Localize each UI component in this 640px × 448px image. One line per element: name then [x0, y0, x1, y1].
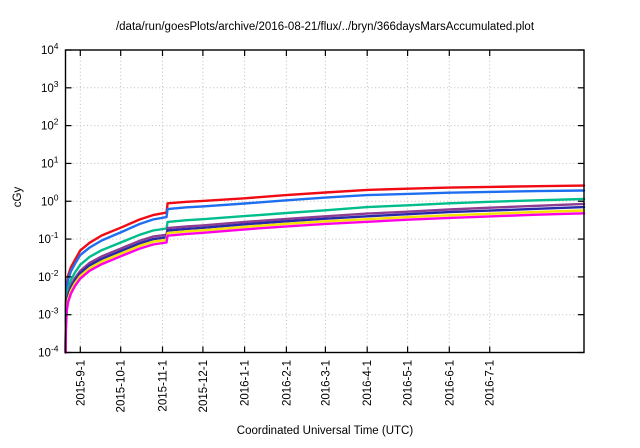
series-purple — [64, 202, 586, 354]
x-tick-label: 2016-5-1 — [403, 360, 415, 406]
x-tick-label: 2015-9-1 — [75, 360, 87, 406]
series-blue — [64, 189, 586, 354]
x-tick-label: 2016-2-1 — [281, 360, 293, 406]
x-tick-label: 2016-6-1 — [444, 360, 456, 406]
series-navy — [64, 205, 586, 354]
x-tick-label: 2015-10-1 — [116, 360, 128, 412]
y-tick-label: 10-4 — [38, 344, 59, 360]
x-tick-label: 2015-11-1 — [158, 360, 170, 412]
series-magenta — [64, 212, 586, 354]
y-tick-label: 101 — [41, 154, 59, 170]
series-yellow — [64, 209, 586, 354]
x-tick-label: 2016-1-1 — [240, 360, 252, 406]
y-tick-label: 10-1 — [38, 230, 59, 246]
x-tick-label: 2016-7-1 — [485, 360, 497, 406]
y-tick-label: 100 — [41, 192, 59, 208]
y-tick-label: 10-3 — [38, 306, 59, 322]
y-tick-label: 103 — [41, 79, 59, 95]
plot-title: /data/run/goesPlots/archive/2016-08-21/f… — [115, 21, 535, 33]
y-tick-label: 10-2 — [38, 268, 59, 284]
y-axis-label: cGy — [12, 186, 24, 208]
x-tick-label: 2015-12-1 — [198, 360, 210, 412]
x-axis-label: Coordinated Universal Time (UTC) — [236, 425, 414, 437]
y-tick-label: 104 — [41, 41, 59, 57]
x-tick-label: 2016-4-1 — [362, 360, 374, 406]
x-tick-label: 2016-3-1 — [320, 360, 332, 406]
y-tick-label: 102 — [41, 117, 59, 133]
